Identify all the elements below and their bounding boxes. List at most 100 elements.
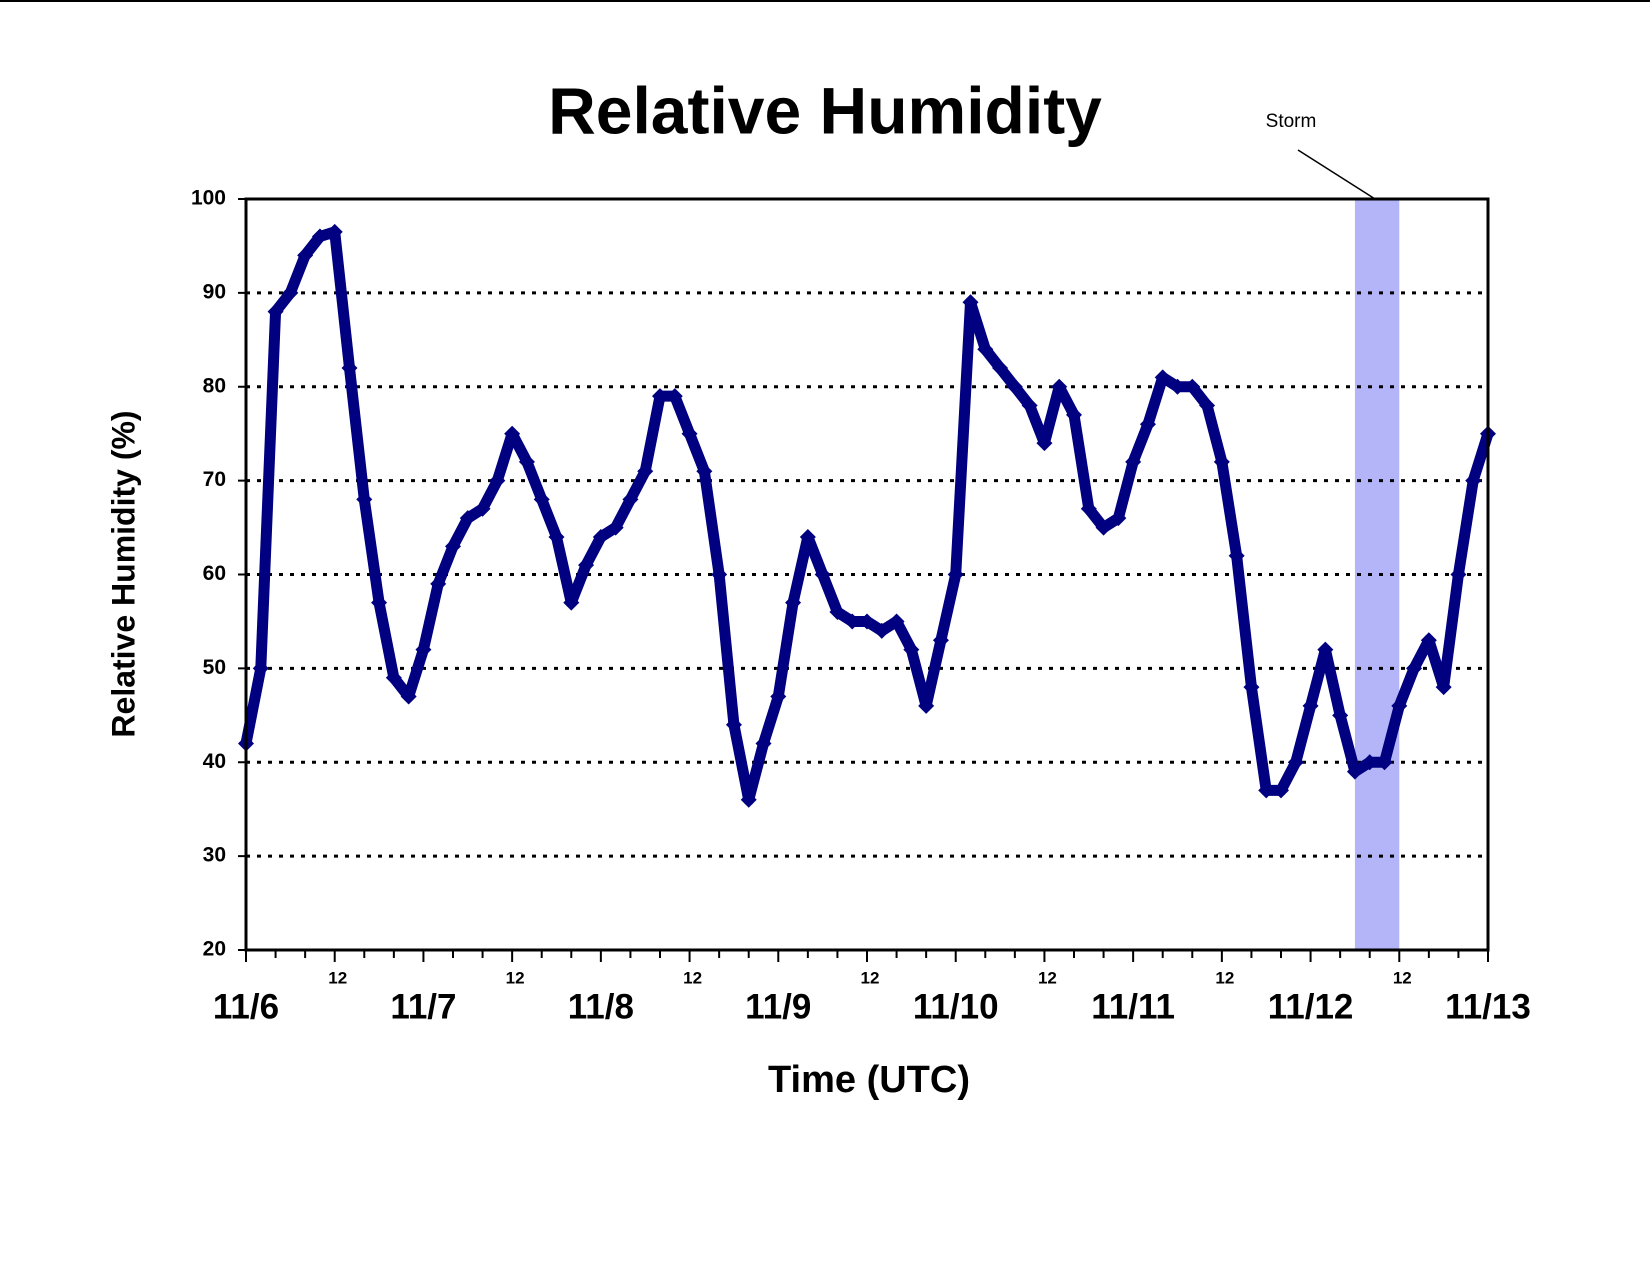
x-hour-label: 12: [1215, 968, 1234, 987]
data-point: [459, 510, 476, 527]
data-point: [799, 528, 816, 545]
data-point: [755, 735, 772, 752]
data-point: [341, 359, 358, 376]
data-point: [489, 472, 506, 489]
y-tick-label: 70: [203, 468, 226, 491]
data-point: [1036, 435, 1053, 452]
chart-title: Relative Humidity: [548, 73, 1102, 147]
data-point: [1406, 660, 1423, 677]
data-point: [371, 594, 388, 611]
y-tick-label: 60: [203, 562, 226, 585]
data-point: [282, 284, 299, 301]
y-tick-label: 100: [191, 187, 226, 210]
y-tick-label: 40: [203, 750, 226, 773]
data-point: [385, 669, 402, 686]
data-point: [637, 463, 654, 480]
data-point: [829, 604, 846, 621]
data-point: [696, 463, 713, 480]
data-point: [1006, 378, 1023, 395]
data-point: [888, 613, 905, 630]
data-point: [607, 519, 624, 536]
data-point: [918, 697, 935, 714]
plot-frame: [244, 197, 1490, 952]
y-tick-label: 30: [203, 844, 226, 867]
data-point: [326, 223, 343, 240]
data-point: [785, 594, 802, 611]
data-point: [430, 575, 447, 592]
data-point: [977, 341, 994, 358]
data-point: [1243, 679, 1260, 696]
x-date-label: 11/13: [1445, 987, 1531, 1026]
y-tick-label: 50: [203, 656, 226, 679]
series-trace: [240, 226, 1494, 806]
data-point: [1213, 453, 1230, 470]
data-point: [666, 388, 683, 405]
data-point: [1332, 707, 1349, 724]
data-point: [563, 594, 580, 611]
data-point: [267, 303, 284, 320]
data-point: [711, 566, 728, 583]
data-point: [1391, 697, 1408, 714]
data-point: [400, 688, 417, 705]
data-point: [1021, 397, 1038, 414]
x-hour-label: 12: [1038, 968, 1057, 987]
data-point: [770, 688, 787, 705]
data-point: [873, 622, 890, 639]
x-hour-label: 12: [1393, 968, 1412, 987]
data-point: [1465, 472, 1482, 489]
data-point: [1258, 782, 1275, 799]
data-point: [518, 453, 535, 470]
data-point: [1169, 378, 1186, 395]
data-point: [533, 491, 550, 508]
x-hour-label: 12: [683, 968, 702, 987]
x-hour-label: 12: [328, 968, 347, 987]
data-point: [962, 294, 979, 311]
data-point: [1420, 632, 1437, 649]
data-point: [652, 388, 668, 405]
data-point: [504, 425, 521, 442]
x-date-label: 11/11: [1091, 987, 1175, 1026]
y-tick-label: 90: [203, 280, 226, 303]
data-point: [1110, 510, 1127, 527]
x-date-label: 11/12: [1268, 987, 1354, 1026]
data-point: [356, 491, 373, 508]
data-point: [445, 538, 461, 555]
x-date-label: 11/10: [913, 987, 999, 1026]
data-point: [1273, 782, 1289, 799]
storm-label: Storm: [1266, 111, 1317, 132]
x-date-label: 11/9: [745, 987, 811, 1026]
data-point: [1361, 754, 1378, 771]
storm-leader: [1297, 149, 1376, 200]
data-point: [1139, 416, 1156, 433]
data-point: [740, 791, 757, 808]
data-point: [1228, 547, 1245, 564]
data-point: [1302, 697, 1319, 714]
data-point: [1095, 519, 1112, 536]
x-hour-label: 12: [506, 968, 525, 987]
y-tick-label: 20: [203, 938, 226, 961]
data-point: [903, 641, 920, 658]
data-point: [415, 641, 432, 658]
data-point: [844, 613, 861, 630]
data-point: [992, 359, 1009, 376]
x-axis-title: Time (UTC): [768, 1059, 970, 1101]
data-point: [592, 528, 609, 545]
data-point: [1066, 406, 1082, 423]
data-point: [252, 660, 269, 677]
data-point: [1376, 754, 1393, 771]
data-point: [311, 228, 328, 245]
data-point: [932, 632, 949, 649]
data-point: [297, 247, 314, 264]
x-hour-label: 12: [861, 968, 880, 987]
data-point: [1080, 500, 1097, 517]
y-axis-title: Relative Humidity (%): [105, 410, 141, 737]
data-point: [725, 716, 742, 733]
data-point: [1051, 378, 1068, 395]
data-point: [474, 500, 491, 517]
data-point: [622, 491, 639, 508]
data-point: [859, 613, 875, 630]
data-point: [1287, 754, 1304, 771]
y-tick-label: 80: [203, 374, 226, 397]
